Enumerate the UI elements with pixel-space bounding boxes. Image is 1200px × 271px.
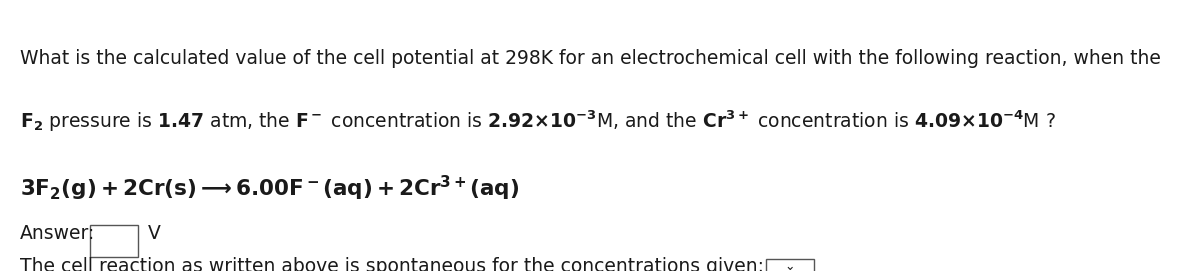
- FancyBboxPatch shape: [766, 259, 814, 271]
- Text: V: V: [148, 224, 161, 243]
- Text: What is the calculated value of the cell potential at 298K for an electrochemica: What is the calculated value of the cell…: [20, 49, 1160, 68]
- Text: The cell reaction as written above is spontaneous for the concentrations given:: The cell reaction as written above is sp…: [20, 257, 764, 271]
- Text: $\mathbf{F_2}$ pressure is $\mathbf{1.47}$ atm, the $\mathbf{F^-}$ concentration: $\mathbf{F_2}$ pressure is $\mathbf{1.47…: [20, 108, 1056, 134]
- Text: ⌄: ⌄: [785, 260, 794, 271]
- FancyBboxPatch shape: [90, 225, 138, 257]
- Text: Answer:: Answer:: [20, 224, 95, 243]
- Text: $\mathbf{3F_2(g) + 2Cr(s){\longrightarrow}6.00F^-(aq) + 2Cr^{3+}(aq)}$: $\mathbf{3F_2(g) + 2Cr(s){\longrightarro…: [20, 173, 520, 203]
